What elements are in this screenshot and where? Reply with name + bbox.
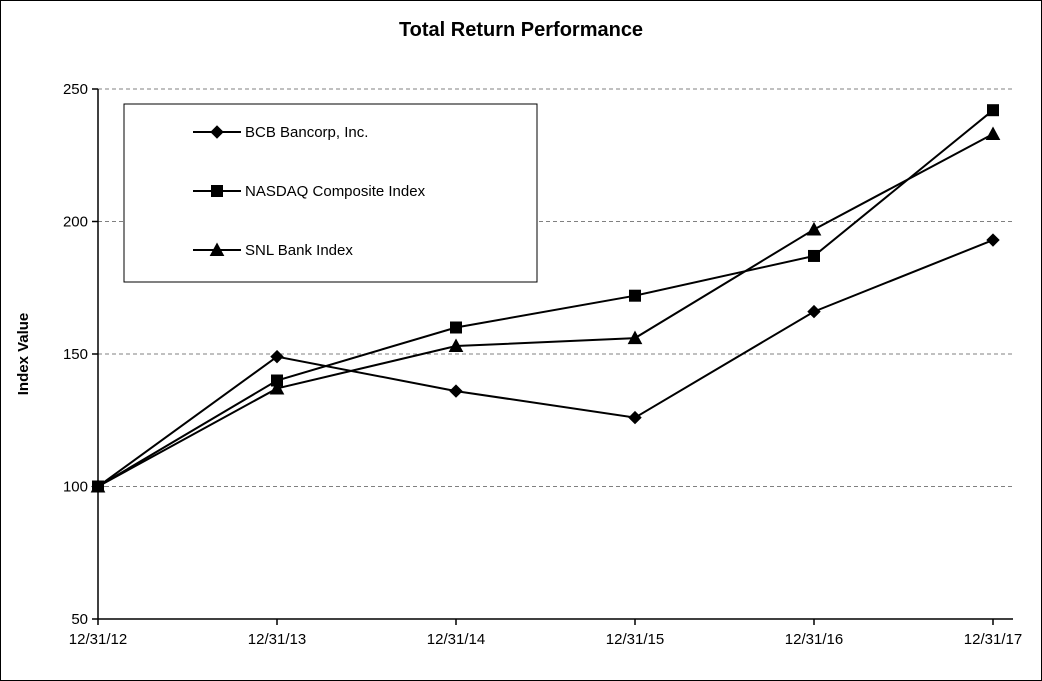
y-axis-title: Index Value — [15, 313, 32, 396]
series-marker-triangle — [985, 126, 1001, 141]
chart-title: Total Return Performance — [398, 19, 644, 41]
x-tick-label: 12/31/15 — [606, 631, 664, 648]
series-marker-square — [808, 249, 820, 262]
series-marker-triangle — [627, 330, 643, 345]
series-marker-diamond — [986, 233, 1000, 247]
y-tick-label: 50 — [71, 611, 88, 628]
series-marker-diamond — [449, 384, 463, 398]
legend-label: NASDAQ Composite Index — [245, 183, 426, 200]
series-marker-triangle — [90, 478, 106, 493]
legend-label: SNL Bank Index — [245, 242, 353, 259]
series-group — [92, 104, 999, 493]
x-tick-label: 12/31/16 — [785, 631, 843, 648]
series-group — [90, 126, 1001, 493]
series-marker-square-legend — [211, 185, 223, 197]
series-marker-triangle — [448, 338, 464, 353]
series-marker-triangle-legend — [209, 242, 225, 256]
legend-label: BCB Bancorp, Inc. — [245, 124, 368, 141]
legend-item — [193, 242, 241, 256]
series-line — [97, 239, 994, 488]
series-line — [97, 109, 994, 488]
y-tick-label: 250 — [63, 81, 88, 98]
legend-box — [123, 103, 538, 283]
legend-item — [193, 125, 241, 139]
x-tick-label: 12/31/14 — [427, 631, 485, 648]
series-marker-triangle — [269, 380, 285, 395]
y-tick-label: 200 — [63, 214, 88, 231]
x-tick-label: 12/31/13 — [248, 631, 306, 648]
series-marker-diamond — [807, 304, 821, 319]
series-marker-triangle — [806, 221, 822, 236]
series-marker-square — [629, 289, 641, 302]
series-marker-diamond — [270, 349, 284, 364]
legend-item — [193, 185, 241, 197]
y-tick-label: 100 — [63, 479, 88, 496]
x-tick-label: 12/31/17 — [964, 631, 1022, 648]
series-marker-diamond-legend — [210, 125, 224, 139]
series-marker-diamond — [628, 410, 642, 425]
legend-box-group — [123, 103, 538, 283]
series-marker-square — [987, 104, 999, 117]
x-tick-label: 12/31/12 — [69, 631, 127, 648]
series-marker-square — [450, 321, 462, 334]
series-line — [97, 133, 994, 488]
y-tick-label: 150 — [63, 346, 88, 363]
